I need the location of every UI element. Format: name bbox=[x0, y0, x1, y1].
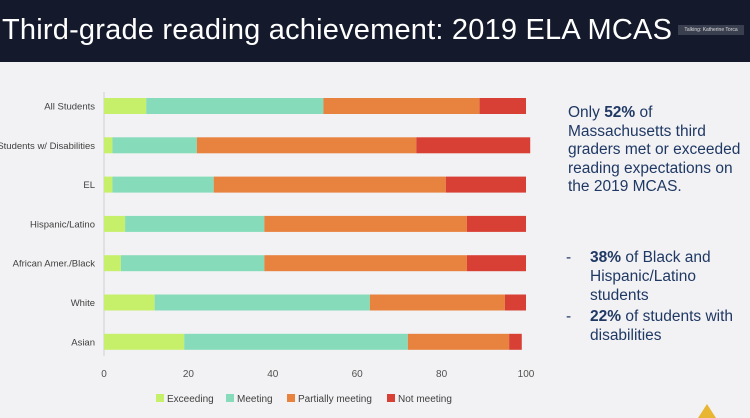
bar-segment bbox=[104, 333, 185, 350]
slide-title: Third-grade reading achievement: 2019 EL… bbox=[2, 14, 673, 46]
bar-segment bbox=[146, 98, 324, 114]
bar-segment bbox=[184, 333, 408, 350]
talking-indicator: Talking: Katherine Torca bbox=[678, 25, 744, 35]
legend-swatch bbox=[287, 394, 295, 402]
bar-segment bbox=[196, 137, 417, 154]
legend-label: Partially meeting bbox=[298, 394, 372, 405]
category-label: African Amer./Black bbox=[13, 259, 96, 270]
slide-body bbox=[0, 62, 750, 418]
category-label: White bbox=[71, 298, 95, 309]
summary-text: Only 52% of Massachusetts third graders … bbox=[568, 104, 744, 197]
bar-segment bbox=[112, 137, 197, 154]
summary-part1: Only bbox=[568, 104, 605, 121]
x-tick-label: 60 bbox=[352, 369, 364, 380]
x-tick-label: 80 bbox=[436, 369, 448, 380]
bullet-text: of students with disabilities bbox=[590, 308, 734, 344]
bar-segment bbox=[104, 294, 155, 311]
bullet-pct: 38% bbox=[590, 249, 622, 266]
x-tick-label: 100 bbox=[518, 369, 535, 380]
bar-segment bbox=[213, 176, 446, 193]
bar-segment bbox=[479, 98, 526, 114]
bar-segment bbox=[125, 215, 265, 232]
bar-segment bbox=[154, 294, 370, 311]
bar-segment bbox=[120, 255, 265, 272]
x-tick-label: 0 bbox=[101, 369, 107, 380]
legend-label: Meeting bbox=[237, 394, 273, 405]
x-tick-label: 20 bbox=[183, 369, 195, 380]
bullet-item: - 38% of Black and Hispanic/Latino studen… bbox=[566, 248, 746, 305]
bullet-pct: 22% bbox=[590, 308, 622, 325]
category-label: Students w/ Disabilities bbox=[0, 141, 95, 152]
warning-triangle-icon bbox=[698, 404, 716, 418]
bar-segment bbox=[104, 137, 113, 154]
category-label: All Students bbox=[44, 102, 95, 113]
bar-segment bbox=[323, 98, 480, 114]
bar-segment bbox=[112, 176, 214, 193]
bar-segment bbox=[104, 215, 126, 232]
category-label: EL bbox=[83, 180, 95, 191]
category-label: Asian bbox=[71, 337, 95, 348]
bar-segment bbox=[416, 137, 531, 154]
bar-segment bbox=[407, 333, 510, 350]
bar-segment bbox=[104, 255, 121, 272]
bar-segment bbox=[466, 215, 526, 232]
legend-label: Not meeting bbox=[398, 394, 452, 405]
title-bar: Third-grade reading achievement: 2019 EL… bbox=[0, 0, 750, 62]
bar-segment bbox=[466, 255, 526, 272]
summary-bullets: - 38% of Black and Hispanic/Latino studen… bbox=[566, 248, 746, 347]
summary-part2: of Massachusetts third graders met or ex… bbox=[568, 104, 741, 196]
legend-swatch bbox=[156, 394, 164, 402]
bar-segment bbox=[104, 98, 147, 114]
bar-segment bbox=[264, 255, 467, 272]
stacked-bar-chart: All Students Students w/ Disabilities EL Hi… bbox=[0, 92, 535, 405]
bar-segment bbox=[104, 176, 113, 193]
legend-swatch bbox=[387, 394, 395, 402]
summary-highlight: 52% bbox=[604, 104, 636, 121]
bar-segment bbox=[445, 176, 526, 193]
bar-segment bbox=[369, 294, 505, 311]
bullet-item: - 22% of students with disabilities bbox=[566, 307, 746, 345]
bar-segment bbox=[509, 333, 522, 350]
bullet-dash: - bbox=[566, 308, 572, 325]
legend-label: Exceeding bbox=[167, 394, 214, 405]
bar-segment bbox=[264, 215, 467, 232]
category-label: Hispanic/Latino bbox=[30, 219, 95, 230]
bar-segment bbox=[504, 294, 526, 311]
bullet-text: of Black and Hispanic/Latino students bbox=[590, 249, 711, 304]
x-tick-label: 40 bbox=[267, 369, 279, 380]
bullet-dash: - bbox=[566, 249, 572, 266]
legend-swatch bbox=[226, 394, 234, 402]
